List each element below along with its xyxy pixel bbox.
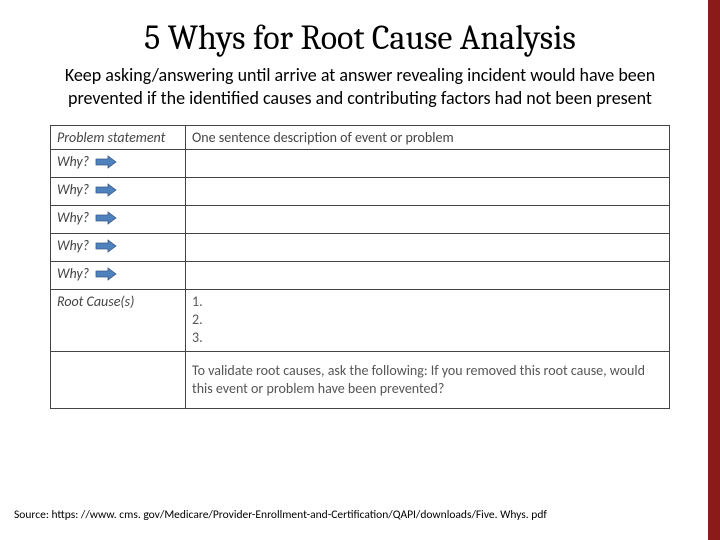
- slide-content: 5 Whys for Root Cause Analysis Keep aski…: [0, 0, 720, 409]
- five-whys-table: Problem statement One sentence descripti…: [50, 125, 670, 409]
- why-answer-2: [186, 178, 670, 206]
- arrow-right-icon: [95, 239, 117, 253]
- arrow-right-icon: [95, 155, 117, 169]
- why-label: Why?: [57, 181, 89, 198]
- problem-desc: One sentence description of event or pro…: [186, 126, 670, 150]
- root-cause-label: Root Cause(s): [51, 290, 186, 352]
- arrow-right-icon: [95, 267, 117, 281]
- root-item-2: 2.: [192, 311, 663, 329]
- root-item-3: 3.: [192, 329, 663, 347]
- why-row-5: Why?: [51, 262, 670, 290]
- root-cause-list: 1. 2. 3.: [186, 290, 670, 352]
- why-row-1: Why?: [51, 150, 670, 178]
- problem-label: Problem statement: [51, 126, 186, 150]
- why-answer-4: [186, 234, 670, 262]
- problem-statement-row: Problem statement One sentence descripti…: [51, 126, 670, 150]
- validate-text: To validate root causes, ask the followi…: [186, 351, 670, 408]
- subtitle-text: Keep asking/answering until arrive at an…: [40, 64, 680, 109]
- arrow-right-icon: [95, 211, 117, 225]
- arrow-right-icon: [95, 183, 117, 197]
- why-row-2: Why?: [51, 178, 670, 206]
- why-answer-1: [186, 150, 670, 178]
- root-item-1: 1.: [192, 293, 663, 311]
- why-label: Why?: [57, 265, 89, 282]
- validate-row: To validate root causes, ask the followi…: [51, 351, 670, 408]
- page-title: 5 Whys for Root Cause Analysis: [40, 18, 680, 58]
- why-row-4: Why?: [51, 234, 670, 262]
- root-cause-row: Root Cause(s) 1. 2. 3.: [51, 290, 670, 352]
- why-label: Why?: [57, 209, 89, 226]
- why-label: Why?: [57, 237, 89, 254]
- why-answer-3: [186, 206, 670, 234]
- why-row-3: Why?: [51, 206, 670, 234]
- source-citation: Source: https: //www. cms. gov/Medicare/…: [14, 508, 547, 522]
- side-accent-bar: [708, 0, 720, 540]
- why-answer-5: [186, 262, 670, 290]
- why-label: Why?: [57, 153, 89, 170]
